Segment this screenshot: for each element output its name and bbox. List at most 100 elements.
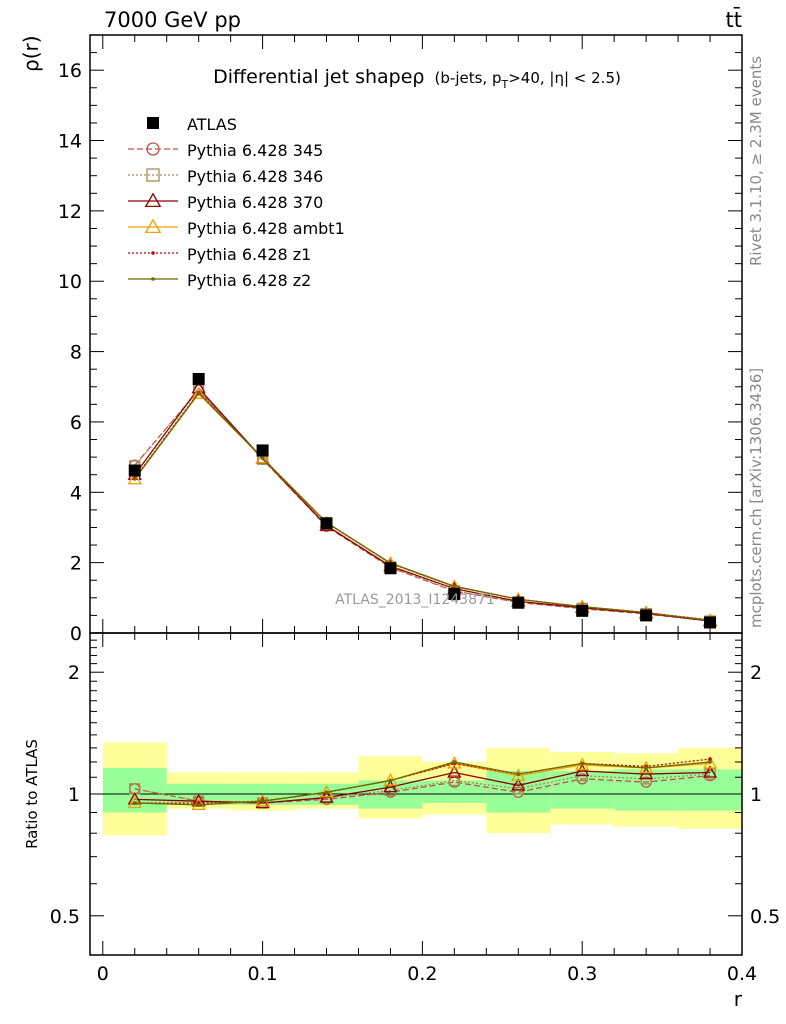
- ratio-series-marker: [511, 768, 526, 781]
- series-line: [134, 389, 711, 622]
- ratio-series-marker: [127, 795, 142, 809]
- ratio-series-line: [134, 770, 711, 804]
- legend-atlas-marker: [147, 117, 159, 129]
- atlas-data-point: [512, 596, 525, 609]
- legend-marker: [146, 142, 160, 156]
- ratio-series-marker: [448, 774, 461, 787]
- ratio-series-marker: [132, 801, 137, 805]
- ratio-series-marker: [708, 757, 712, 761]
- main-title-rest: >40, |η| < 2.5): [508, 69, 621, 87]
- series-marker: [255, 450, 270, 464]
- x-tick-label: 0.3: [567, 963, 597, 985]
- series-marker: [260, 456, 265, 460]
- series-marker: [452, 584, 457, 589]
- ratio-y-tick-label: 2: [68, 662, 80, 684]
- ratio-series-marker: [575, 763, 590, 777]
- ratio-series-marker: [708, 760, 712, 764]
- atlas-data-point: [128, 464, 141, 477]
- x-tick-label: 0.4: [727, 963, 757, 985]
- main-title: Differential jet shapeρ (b-jets, pT>40, …: [213, 66, 621, 91]
- ratio-plot-frame: [89, 632, 743, 956]
- main-y-tick-label: 2: [70, 553, 82, 575]
- ratio-series-marker: [580, 761, 584, 766]
- ratio-series-marker: [324, 790, 329, 795]
- ratio-y-tick-label: 1: [68, 784, 80, 806]
- legend-label: Pythia 6.428 ambt1: [187, 219, 345, 238]
- mcplots-label: mcplots.cern.ch [arXiv:1306.3436]: [747, 368, 765, 628]
- main-y-tick-label: 12: [58, 201, 82, 223]
- series-marker: [191, 386, 206, 399]
- series-line: [134, 388, 711, 622]
- x-tick-label: 0: [97, 963, 109, 985]
- ratio-y-tick-label-right: 2: [750, 662, 762, 684]
- series-line: [134, 392, 711, 621]
- x-tick-label: 0.2: [407, 963, 437, 985]
- legend-label: Pythia 6.428 z1: [187, 245, 311, 264]
- atlas-data-point: [256, 444, 269, 457]
- series-marker: [132, 477, 137, 481]
- ratio-axis-ticks: 0.5 0.5 1 1 2 2 0 0.1 0.2 0.3 0.4: [50, 633, 780, 985]
- ratio-plot-panel: 0.5 0.5 1 1 2 2 0 0.1 0.2 0.3 0.4 Ratio to ATLAS r: [23, 632, 780, 1011]
- main-title-main: Differential jet shapeρ: [213, 66, 424, 88]
- atlas-data-point: [320, 517, 333, 530]
- ratio-y-tick-label: 0.5: [50, 906, 80, 928]
- atlas-data-point: [384, 562, 397, 575]
- series-marker: [127, 471, 142, 485]
- ratio-series-line: [134, 758, 711, 804]
- legend-label: Pythia 6.428 345: [187, 141, 323, 160]
- main-y-tick-label: 6: [70, 412, 82, 434]
- ratio-series-marker: [260, 799, 265, 803]
- legend-label: Pythia 6.428 370: [187, 193, 323, 212]
- ratio-series-line: [134, 775, 711, 804]
- main-y-tick-label: 10: [58, 271, 82, 293]
- series-line: [134, 392, 711, 621]
- main-y-tick-label: 16: [58, 60, 82, 82]
- ratio-series-marker: [702, 765, 718, 778]
- atlas-data-point: [448, 587, 461, 600]
- ratio-series-marker: [388, 778, 393, 783]
- ratio-y-axis-label: Ratio to ATLAS: [23, 739, 41, 849]
- legend-marker: [151, 277, 155, 281]
- legend: ATLAS Pythia 6.428 345 Pythia 6.428 346 Pyt…: [128, 115, 345, 290]
- ratio-series-marker: [196, 803, 201, 807]
- ratio-y-tick-label-right: 1: [750, 784, 762, 806]
- atlas-data-point: [704, 616, 717, 629]
- ratio-inner-band: [614, 769, 679, 811]
- main-y-tick-label: 4: [70, 482, 82, 504]
- main-y-tick-label: 0: [70, 623, 82, 645]
- header-energy-label: 7000 GeV pp: [104, 8, 241, 32]
- x-axis-label: r: [734, 987, 743, 1011]
- main-y-axis-label: ρ(r): [19, 35, 43, 72]
- rivet-version-label: Rivet 3.1.10, ≥ 2.3M events: [747, 56, 765, 266]
- series-line: [134, 391, 711, 621]
- main-y-tick-label: 14: [58, 131, 82, 153]
- main-title-paren: (b-jets, p: [435, 69, 502, 87]
- main-series-group: [127, 373, 718, 629]
- legend-label: ATLAS: [187, 115, 237, 134]
- ratio-y-tick-label-right: 0.5: [750, 906, 780, 928]
- series-line: [134, 387, 711, 622]
- legend-marker: [144, 192, 162, 208]
- ratio-inner-band: [102, 767, 167, 813]
- ratio-series-marker: [452, 760, 457, 764]
- atlas-data-point: [192, 373, 205, 386]
- x-tick-label: 0.1: [247, 963, 277, 985]
- header-process-label: tt̄: [726, 7, 742, 32]
- legend-label: Pythia 6.428 z2: [187, 271, 311, 290]
- ratio-inner-band: [422, 780, 487, 804]
- ratio-series-marker: [383, 779, 398, 793]
- ratio-uncertainty-bands: [102, 742, 742, 836]
- ratio-series-marker: [447, 765, 462, 778]
- main-y-tick-label: 8: [70, 342, 82, 364]
- main-axis-ticks: 0 2 4 6 8 10 12 14 16: [58, 35, 743, 645]
- legend-marker: [151, 251, 155, 255]
- atlas-data-point: [640, 609, 653, 622]
- legend-marker: [146, 168, 160, 182]
- atlas-data-point: [576, 604, 589, 617]
- watermark-label: ATLAS_2013_I1243871: [335, 592, 495, 608]
- series-marker: [196, 391, 201, 395]
- legend-label: Pythia 6.428 346: [187, 167, 323, 186]
- main-title-subscript: T: [500, 78, 508, 91]
- ratio-series-marker: [644, 766, 648, 770]
